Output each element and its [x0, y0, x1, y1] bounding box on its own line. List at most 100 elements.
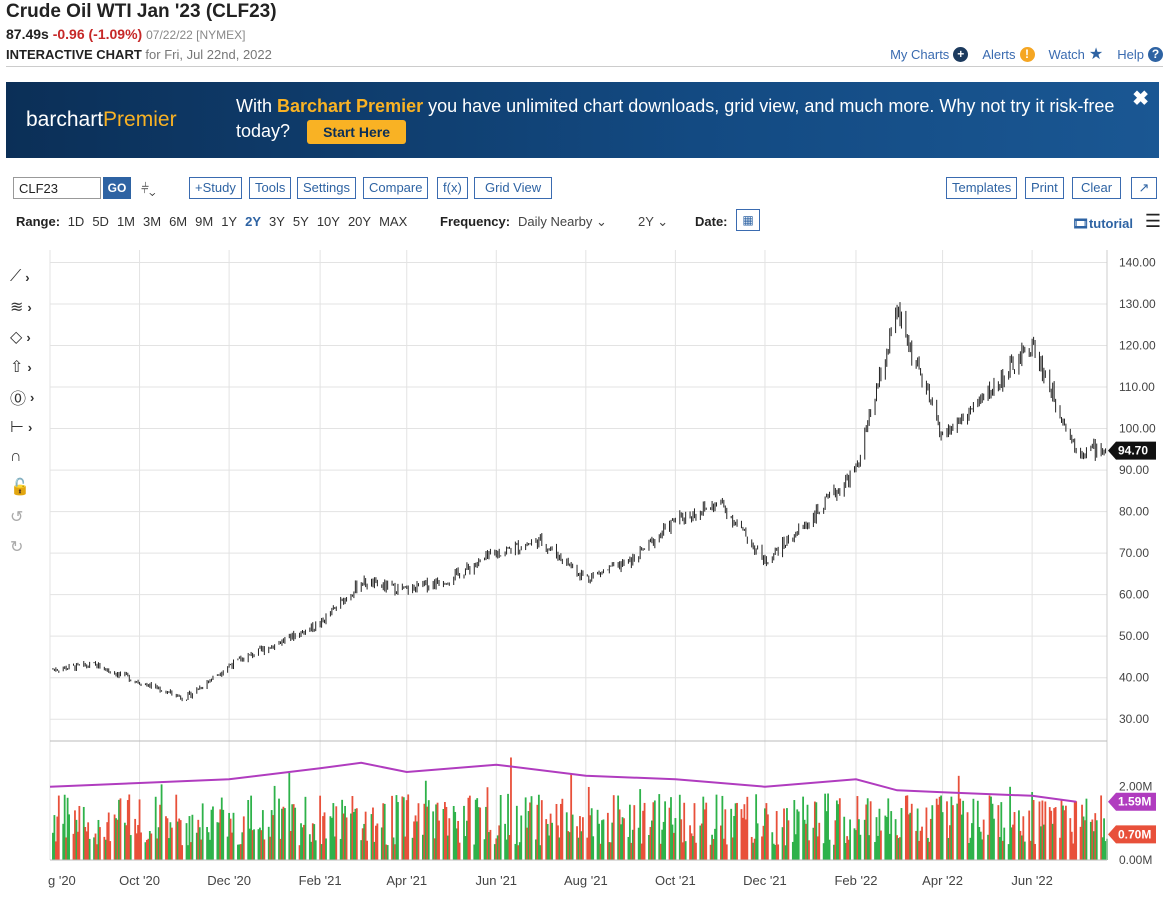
- range-option-1m[interactable]: 1M: [116, 214, 135, 229]
- alerts-link[interactable]: Alerts!: [982, 46, 1035, 62]
- volume-bar: [602, 819, 605, 860]
- grid-view-button[interactable]: Grid View: [474, 177, 553, 199]
- undo-icon[interactable]: ↺: [10, 509, 24, 526]
- annotation-tool-icon[interactable]: ⓪ ›: [10, 389, 35, 409]
- volume-bar: [631, 829, 634, 860]
- volume-bar: [849, 819, 851, 860]
- volume-bar: [165, 816, 167, 860]
- range-option-6m[interactable]: 6M: [169, 214, 188, 229]
- volume-bar: [361, 828, 364, 860]
- arrow-tool-icon[interactable]: ⇧ ›: [10, 359, 32, 376]
- volume-bar: [589, 815, 592, 860]
- volume-bar: [907, 814, 910, 860]
- volume-bar: [179, 820, 182, 860]
- volume-bar: [56, 816, 59, 860]
- volume-bar: [1075, 801, 1078, 860]
- period-select[interactable]: 2Y ⌄: [638, 212, 668, 232]
- chart-type-icon[interactable]: ⫩⌄: [141, 180, 156, 196]
- volume-bar: [966, 812, 969, 860]
- page-title: Crude Oil WTI Jan '23 (CLF23): [6, 1, 277, 22]
- volume-bar: [376, 823, 379, 860]
- tutorial-link[interactable]: 🎞tutorial: [1072, 214, 1133, 234]
- volume-bar: [962, 800, 965, 860]
- start-here-button[interactable]: Start Here: [307, 120, 406, 145]
- tools-button[interactable]: Tools: [249, 177, 292, 199]
- volume-bar: [664, 801, 667, 860]
- volume-bar: [714, 828, 716, 860]
- volume-bar: [827, 793, 829, 860]
- settings-button[interactable]: Settings: [297, 177, 356, 199]
- compare-button[interactable]: Compare: [363, 177, 429, 199]
- range-option-5d[interactable]: 5D: [92, 214, 109, 229]
- film-icon: 🎞: [1072, 216, 1089, 231]
- clear-button[interactable]: Clear: [1072, 177, 1122, 199]
- range-option-9m[interactable]: 9M: [195, 214, 214, 229]
- range-option-10y[interactable]: 10Y: [316, 214, 340, 229]
- volume-bar: [813, 801, 816, 860]
- magnet-icon[interactable]: ∩: [10, 448, 22, 465]
- my-charts-link[interactable]: My Charts +: [890, 46, 969, 62]
- volume-bar: [198, 827, 201, 860]
- templates-button[interactable]: Templates: [946, 177, 1018, 199]
- volume-bar: [1060, 799, 1063, 860]
- volume-bar: [684, 841, 687, 860]
- range-option-max[interactable]: MAX: [379, 214, 408, 229]
- expand-icon[interactable]: ↗: [1131, 177, 1157, 199]
- volume-bar: [721, 795, 724, 860]
- volume-bar: [621, 817, 624, 860]
- study-button[interactable]: +Study: [189, 177, 242, 199]
- volume-bar: [279, 838, 282, 860]
- volume-bar: [228, 812, 231, 860]
- range-option-20y[interactable]: 20Y: [347, 214, 372, 229]
- volume-average-line: [49, 761, 1077, 803]
- trendline-tool-icon[interactable]: ⟋ ›: [10, 268, 30, 285]
- menu-icon[interactable]: ☰: [1144, 211, 1161, 231]
- volume-bar: [195, 832, 198, 860]
- last-volume-badge-text: 0.70M: [1118, 827, 1151, 841]
- volume-bar: [960, 814, 963, 860]
- range-option-3m[interactable]: 3M: [143, 214, 162, 229]
- symbol-input[interactable]: CLF23: [13, 177, 101, 199]
- range-option-5y[interactable]: 5Y: [292, 214, 309, 229]
- go-button[interactable]: GO: [103, 177, 131, 199]
- help-link[interactable]: Help?: [1117, 46, 1163, 62]
- volume-bar: [404, 836, 407, 860]
- volume-bar: [947, 837, 950, 860]
- range-option-3y[interactable]: 3Y: [269, 214, 285, 229]
- volume-bar: [712, 839, 715, 860]
- watch-link[interactable]: Watch ★: [1049, 44, 1104, 64]
- range-option-1d[interactable]: 1D: [67, 214, 85, 229]
- volume-bar: [220, 797, 223, 860]
- volume-bar: [796, 809, 799, 860]
- calendar-icon[interactable]: ▦: [736, 209, 760, 231]
- shapes-tool-icon[interactable]: ◇ ›: [10, 329, 31, 346]
- lock-icon[interactable]: 🔓: [10, 479, 30, 496]
- volume-bar: [802, 796, 805, 860]
- redo-icon[interactable]: ↻: [10, 539, 24, 556]
- volume-bar: [1031, 792, 1034, 860]
- volume-bar: [364, 811, 367, 860]
- volume-bar: [350, 813, 352, 860]
- volume-bar: [987, 834, 989, 860]
- price-tick-label: 50.00: [1119, 629, 1149, 643]
- volume-bar: [438, 820, 440, 860]
- fib-tool-icon[interactable]: ≋ ›: [10, 299, 32, 316]
- price-line: 87.49s -0.96 (-1.09%) 07/22/22 [NYMEX]: [6, 24, 277, 45]
- volume-bar: [555, 803, 558, 860]
- volume-bar: [237, 844, 239, 860]
- volume-bar: [329, 816, 332, 860]
- volume-bar: [681, 842, 684, 860]
- volume-bar: [272, 815, 275, 860]
- print-button[interactable]: Print: [1025, 177, 1064, 199]
- fx-button[interactable]: f(x): [437, 177, 468, 199]
- volume-bar: [640, 843, 643, 860]
- x-tick-label: Apr '22: [922, 873, 963, 888]
- measure-tool-icon[interactable]: ⊢ ›: [10, 419, 33, 436]
- close-icon[interactable]: ✖: [1132, 88, 1149, 110]
- volume-bar: [87, 822, 90, 860]
- volume-bar: [260, 830, 263, 860]
- frequency-select[interactable]: Daily Nearby ⌄: [518, 212, 607, 232]
- range-option-1y[interactable]: 1Y: [221, 214, 238, 229]
- volume-bar: [971, 823, 973, 860]
- range-option-2y[interactable]: 2Y: [245, 214, 261, 229]
